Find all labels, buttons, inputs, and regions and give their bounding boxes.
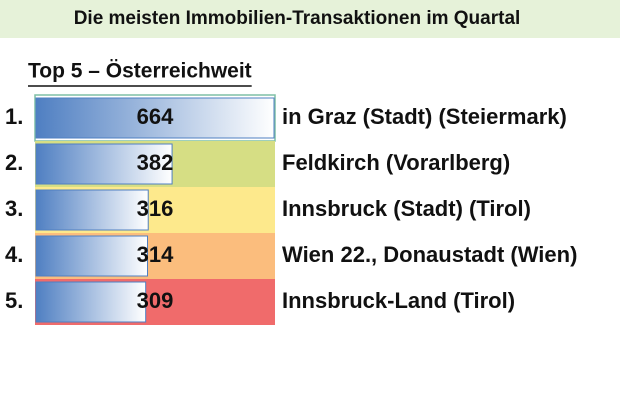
bar bbox=[35, 97, 275, 139]
value-label: 382 bbox=[137, 150, 174, 175]
rank-label: 1. bbox=[5, 104, 23, 129]
bar bbox=[35, 189, 149, 231]
value-label: 664 bbox=[137, 104, 174, 129]
chart-title: Die meisten Immobilien-Transaktionen im … bbox=[74, 8, 521, 29]
bar bbox=[35, 281, 147, 323]
subtitle: Top 5 – Österreichweit bbox=[28, 60, 252, 83]
bar bbox=[35, 143, 173, 185]
category-label: Innsbruck-Land (Tirol) bbox=[282, 288, 515, 313]
category-label: Wien 22., Donaustadt (Wien) bbox=[282, 242, 577, 267]
value-label: 314 bbox=[137, 242, 174, 267]
value-label: 309 bbox=[137, 288, 174, 313]
title-band bbox=[0, 0, 620, 38]
category-label: Feldkirch (Vorarlberg) bbox=[282, 150, 510, 175]
rank-label: 2. bbox=[5, 150, 23, 175]
category-label: Innsbruck (Stadt) (Tirol) bbox=[282, 196, 531, 221]
value-label: 316 bbox=[137, 196, 174, 221]
rank-label: 3. bbox=[5, 196, 23, 221]
rank-label: 4. bbox=[5, 242, 23, 267]
rank-label: 5. bbox=[5, 288, 23, 313]
bar bbox=[35, 235, 148, 277]
category-label: in Graz (Stadt) (Steiermark) bbox=[282, 104, 567, 129]
